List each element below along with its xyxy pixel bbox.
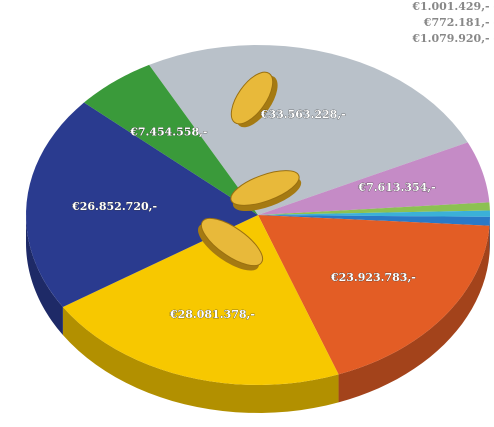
value-label: €33.563.228,- — [260, 108, 346, 121]
slice — [26, 102, 258, 307]
slice — [258, 202, 490, 215]
slice — [258, 215, 490, 375]
slice-side — [338, 225, 490, 403]
slice — [149, 45, 468, 215]
value-label: €772.181,- - — [423, 16, 494, 29]
coin — [197, 217, 264, 271]
labels: €33.563.228,- €7.613.354,- €1.001.429,- - €… — [71, 0, 494, 321]
value-label: €28.081.378,- — [169, 308, 255, 321]
coins — [197, 71, 302, 271]
value-label: €7.613.354,- — [357, 181, 435, 194]
pie-sides — [26, 215, 490, 413]
pie-tops — [26, 45, 490, 385]
slice — [258, 210, 490, 217]
value-label: €7.454.558,- — [129, 125, 207, 138]
slice-side — [62, 306, 339, 413]
value-label: €26.852.720,- — [71, 200, 157, 213]
value-label: €1.079.920,- - — [411, 32, 494, 45]
value-label: €1.001.429,- - — [411, 0, 494, 13]
slice — [84, 64, 258, 215]
value-label: €23.923.783,- — [330, 271, 416, 284]
slice — [258, 215, 490, 226]
coin — [230, 71, 278, 128]
coin — [230, 170, 302, 211]
slice — [62, 215, 339, 385]
slice — [258, 142, 490, 215]
slice-side — [26, 215, 63, 335]
